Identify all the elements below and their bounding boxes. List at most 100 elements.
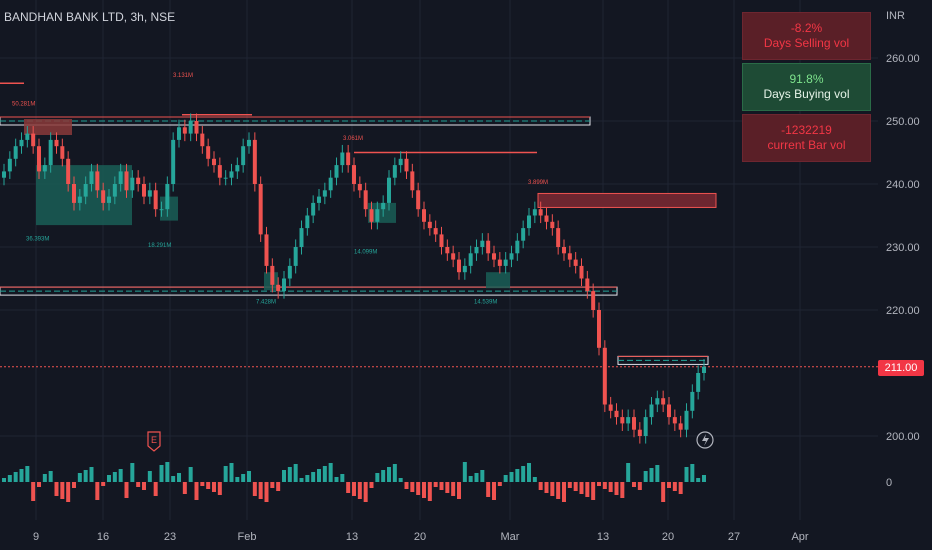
candle [521, 228, 526, 241]
candle [147, 190, 152, 197]
volume-bar [357, 482, 362, 499]
volume-bar [527, 463, 531, 482]
candle [270, 265, 275, 285]
candle [241, 146, 246, 166]
candle [83, 184, 88, 197]
candle [89, 171, 94, 184]
candle [153, 190, 158, 210]
volume-bar [521, 466, 526, 482]
candle [276, 284, 281, 292]
volume-bar [439, 482, 444, 490]
volume-bar [7, 475, 12, 482]
candle [2, 171, 6, 178]
volume-bar [293, 464, 298, 482]
candle [544, 215, 549, 222]
candle [515, 240, 520, 254]
candle [451, 253, 456, 260]
volume-bar [678, 482, 683, 494]
last-price-tag: 211.00 [878, 360, 924, 376]
volume-bar [392, 464, 397, 482]
candle [60, 146, 65, 159]
volume-bar [25, 466, 30, 482]
lightning-bolt [702, 434, 709, 446]
candle [614, 410, 619, 418]
candle [171, 139, 176, 184]
volume-bar [66, 482, 71, 502]
volume-bar [649, 468, 654, 482]
y-tick-label: 240.00 [886, 179, 920, 191]
volume-bar [107, 475, 111, 482]
candle [562, 247, 566, 254]
volume-bar [130, 463, 135, 482]
candle [7, 158, 12, 172]
candle [462, 265, 467, 273]
candle [264, 234, 269, 266]
volume-bar [165, 462, 170, 482]
currency-label: INR [886, 10, 905, 22]
volume-bar [655, 465, 660, 482]
days-buying-panel: 91.8% Days Buying vol [742, 63, 871, 111]
candle [217, 165, 222, 178]
candle [579, 265, 584, 279]
x-tick-label: 20 [662, 531, 674, 543]
candle [340, 152, 345, 166]
candle [398, 158, 403, 166]
volume-bar [311, 472, 316, 482]
candle [112, 184, 117, 197]
volume-bar [77, 473, 82, 482]
volume-bar [252, 482, 257, 496]
volume-bar [282, 470, 286, 482]
volume-bar [247, 471, 251, 482]
candle [637, 429, 642, 436]
volume-bar [223, 466, 228, 482]
volume-bar [31, 482, 36, 501]
volume-bar [451, 482, 456, 496]
volume-bar [328, 463, 333, 482]
volume-bar [270, 482, 275, 488]
candle [317, 196, 321, 203]
volume-bar [667, 482, 671, 488]
volume-annotation: 18.291M [148, 243, 171, 249]
candle [620, 417, 625, 424]
volume-bar [217, 482, 222, 495]
earnings-icon[interactable] [147, 431, 161, 452]
days-selling-value: -8.2% [790, 21, 823, 35]
volume-bar [672, 482, 677, 491]
volume-bar [602, 482, 607, 489]
volume-bar [573, 482, 578, 491]
x-tick-label: 13 [597, 531, 609, 543]
volume-bar [637, 482, 642, 490]
volume-bar [457, 482, 461, 499]
volume-bar [544, 482, 549, 493]
volume-bar [118, 469, 123, 482]
symbol-title[interactable]: BANDHAN BANK LTD, 3h, NSE [4, 10, 176, 24]
candle [474, 247, 479, 254]
volume-bar [369, 482, 374, 488]
volume-bar [532, 477, 537, 482]
volume-bar [346, 482, 351, 493]
candle [480, 240, 485, 247]
candle [404, 158, 409, 172]
candle [602, 347, 607, 405]
volume-bar [486, 482, 491, 497]
days-selling-label: Days Selling vol [763, 36, 850, 50]
candle [445, 247, 450, 254]
volume-bar [702, 475, 706, 482]
volume-bar [142, 482, 146, 490]
volume-bar [276, 482, 281, 491]
volume-bar [433, 482, 438, 487]
x-tick-label: 9 [33, 531, 39, 543]
x-tick-label: 13 [346, 531, 358, 543]
candle [48, 139, 53, 166]
lightning-icon[interactable] [696, 431, 714, 449]
candle [293, 247, 298, 266]
candle [567, 253, 572, 260]
volume-bar [468, 476, 473, 482]
volume-bar [480, 470, 485, 482]
candle [124, 171, 129, 191]
candle [165, 184, 170, 210]
current-bar-label: current Bar vol [767, 138, 846, 152]
candle [556, 228, 561, 247]
